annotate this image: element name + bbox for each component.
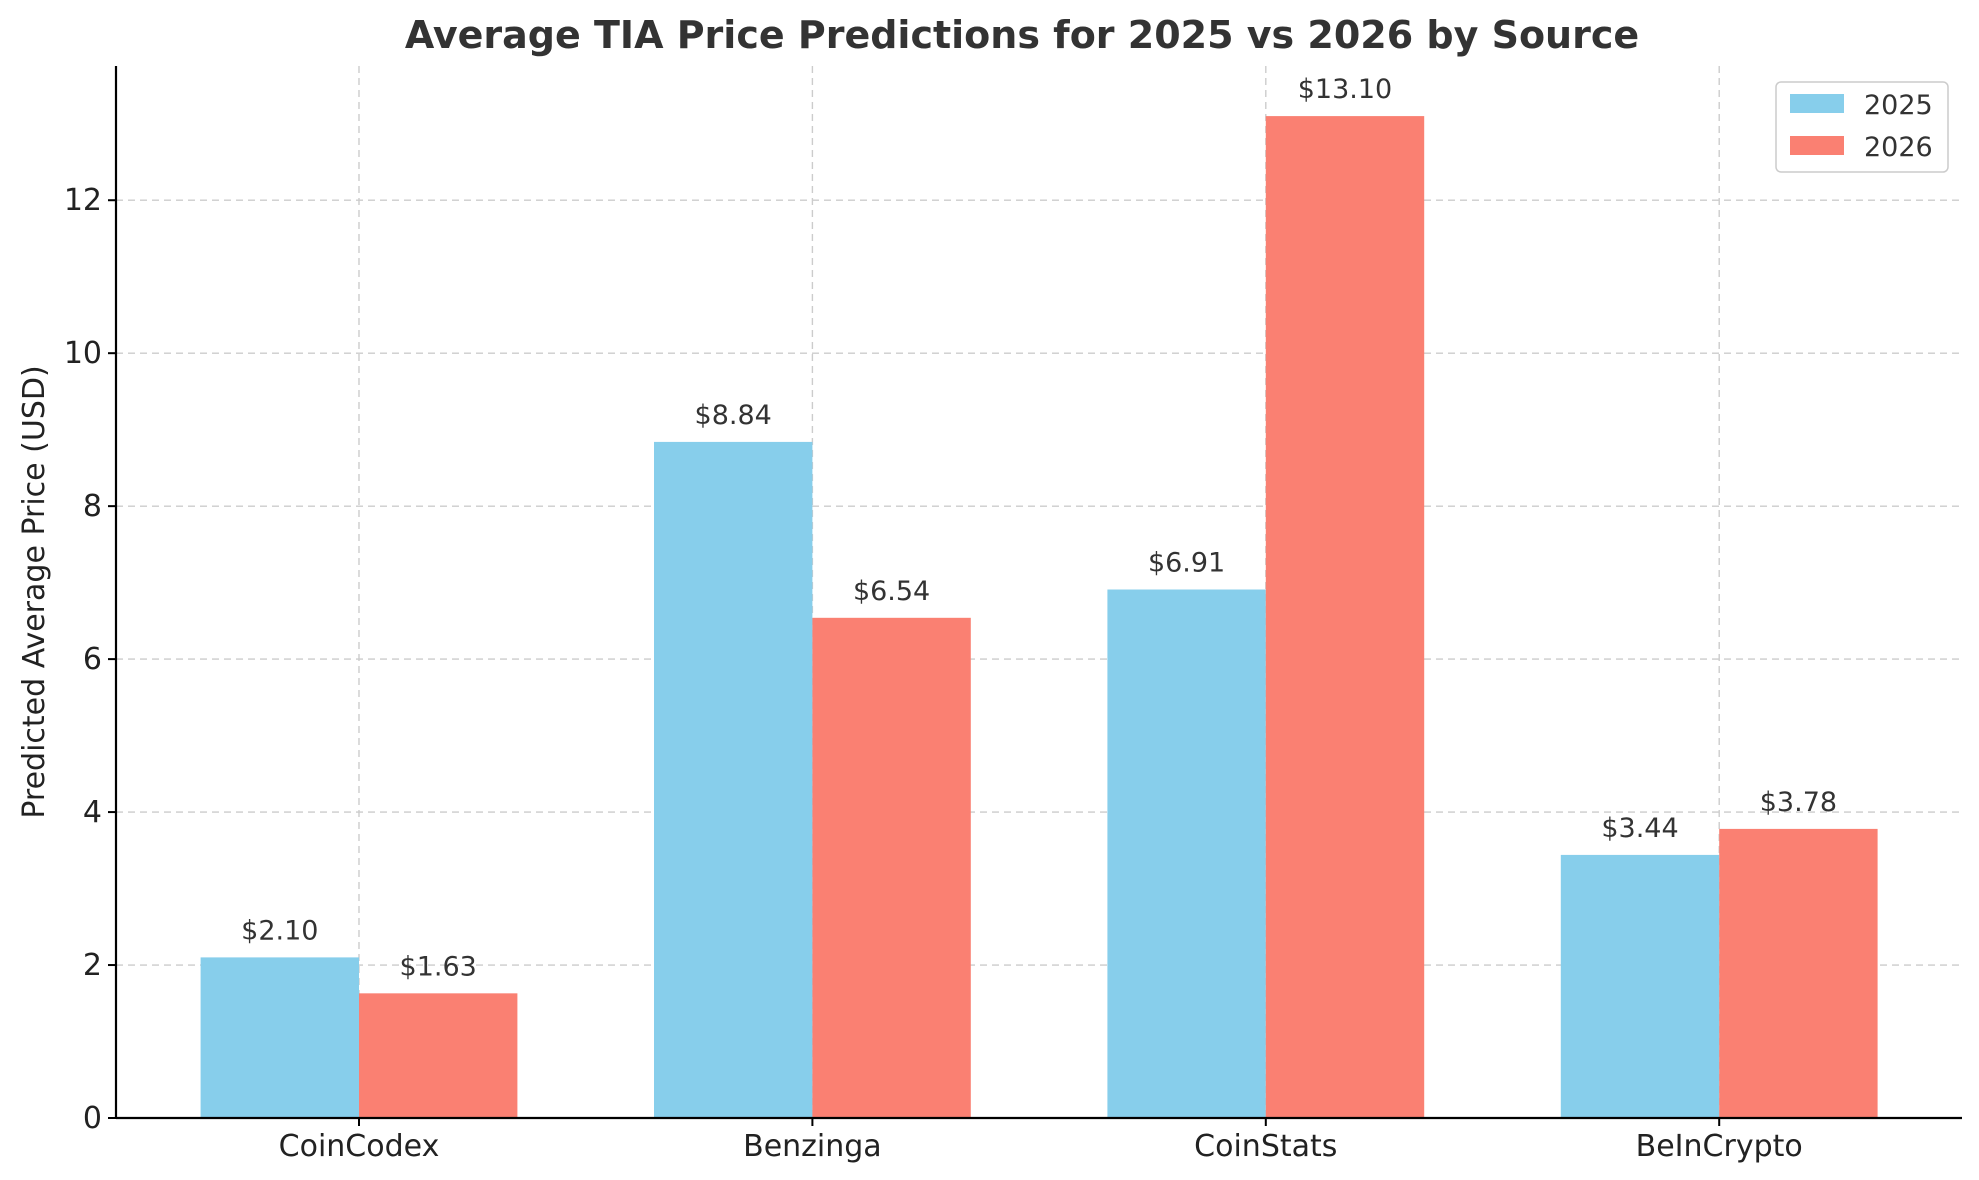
bar-2025-coincodex <box>200 957 359 1118</box>
bar-2025-benzinga <box>654 441 813 1118</box>
bar-2025-coinstats <box>1107 589 1266 1118</box>
y-tick-label: 0 <box>83 1101 102 1136</box>
legend-label-2025: 2025 <box>1864 90 1933 121</box>
data-label-2025-benzinga: $8.84 <box>695 400 772 431</box>
y-tick-label: 4 <box>83 795 102 830</box>
ticks-layer: 0 2 4 6 8 10 12 <box>64 183 116 1136</box>
chart-title: Average TIA Price Predictions for 2025 v… <box>405 13 1639 57</box>
bars-layer <box>200 116 1878 1119</box>
legend-label-2026: 2026 <box>1864 132 1933 163</box>
x-tick-label: CoinStats <box>1194 1129 1337 1164</box>
bar-2026-coincodex <box>359 993 518 1118</box>
data-label-2025-coincodex: $2.10 <box>241 915 318 946</box>
legend-swatch-2025 <box>1790 94 1844 113</box>
bar-2026-beincrypto <box>1719 828 1878 1118</box>
data-label-2026-coinstats: $13.10 <box>1298 74 1392 105</box>
bar-2026-benzinga <box>812 617 971 1118</box>
bar-2026-coinstats <box>1265 116 1425 1119</box>
y-tick-label: 12 <box>64 183 102 218</box>
y-tick-label: 6 <box>83 642 102 677</box>
legend-swatch-2026 <box>1790 136 1844 155</box>
data-label-2025-beincrypto: $3.44 <box>1601 813 1678 844</box>
data-label-2026-coincodex: $1.63 <box>400 951 477 982</box>
category-labels-layer: CoinCodex Benzinga CoinStats BeInCrypto <box>279 1118 1803 1164</box>
y-tick-label: 2 <box>83 948 102 983</box>
data-label-2026-beincrypto: $3.78 <box>1760 787 1837 818</box>
x-tick-label: BeInCrypto <box>1636 1129 1803 1164</box>
y-tick-label: 10 <box>64 336 102 371</box>
data-labels-layer: $2.10 $8.84 $6.91 $3.44 $1.63 $6.54 $13.10 $3.7… <box>241 74 1837 982</box>
data-label-2026-benzinga: $6.54 <box>853 576 930 607</box>
legend: 2025 2026 <box>1775 81 1949 173</box>
y-tick-label: 8 <box>83 489 102 524</box>
axes-layer <box>114 66 1962 1120</box>
x-tick-label: Benzinga <box>743 1129 882 1164</box>
x-tick-label: CoinCodex <box>279 1129 440 1164</box>
y-axis-label: Predicted Average Price (USD) <box>17 365 52 818</box>
data-label-2025-coinstats: $6.91 <box>1148 548 1225 579</box>
bar-2025-beincrypto <box>1560 854 1720 1118</box>
